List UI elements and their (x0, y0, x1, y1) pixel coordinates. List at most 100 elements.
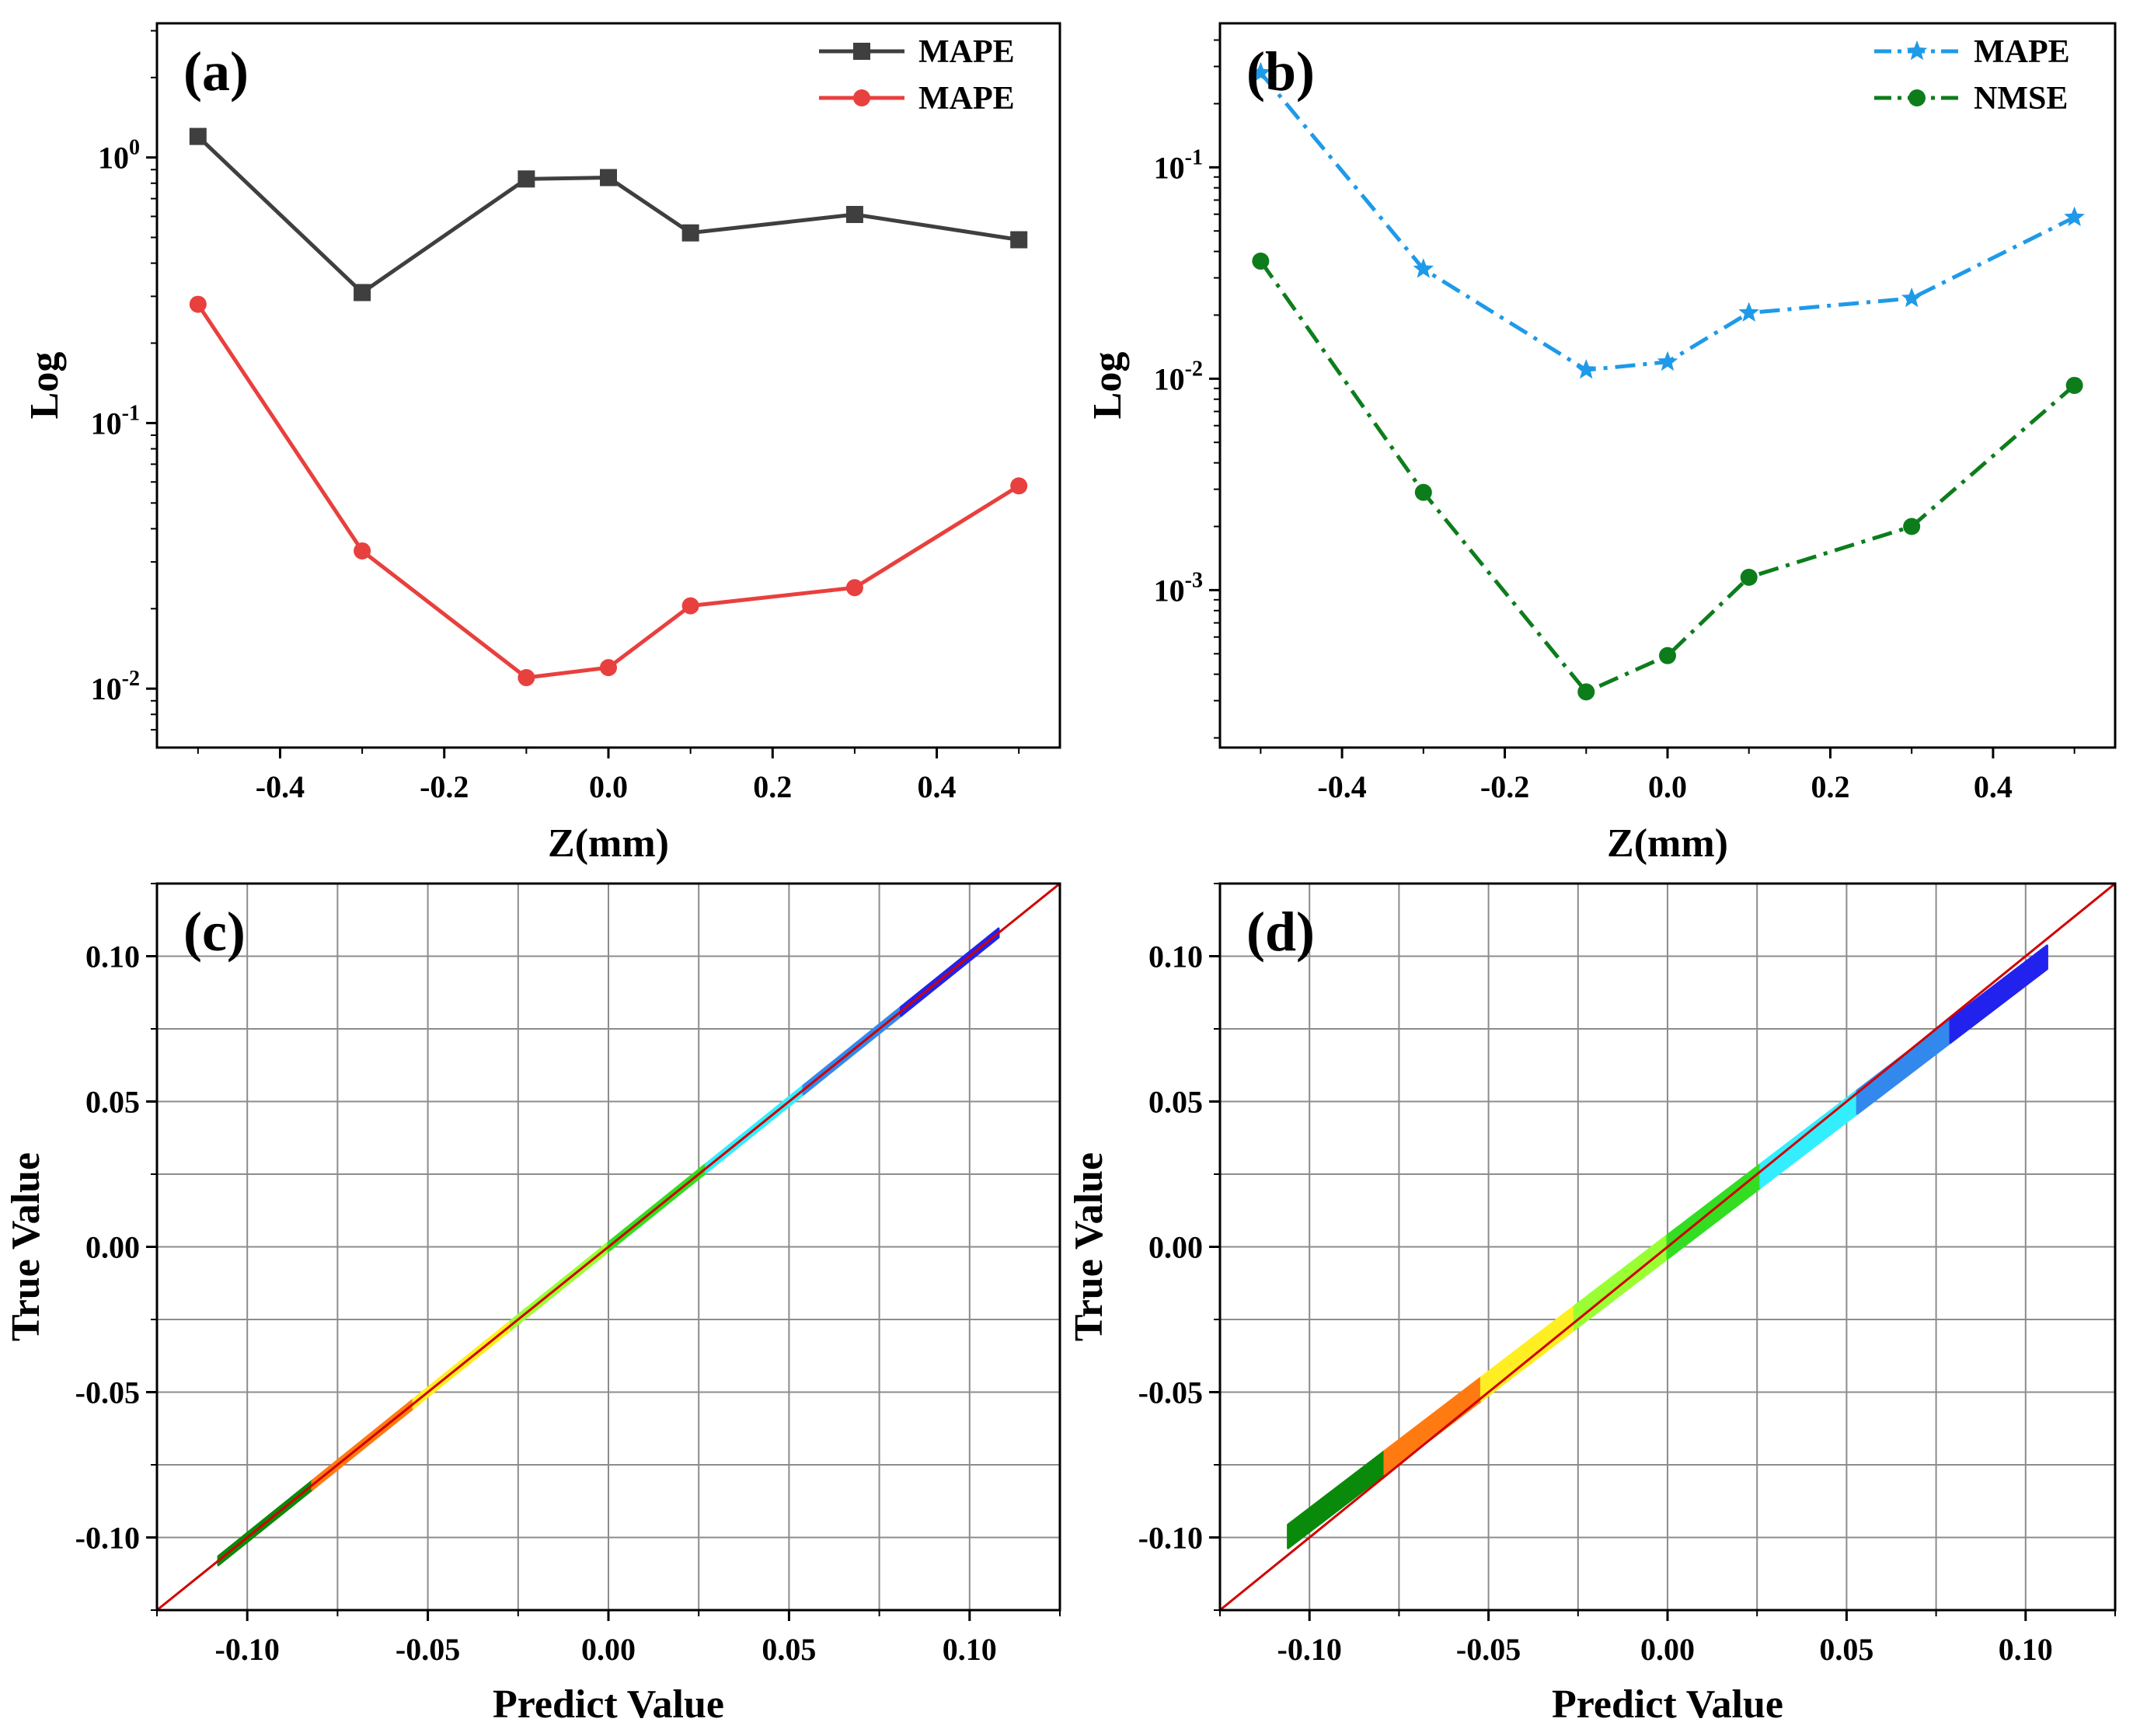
x-tick-label: -0.05 (396, 1632, 460, 1667)
legend-label: MAPE (918, 34, 1015, 70)
x-tick-label: -0.10 (1277, 1632, 1342, 1667)
x-tick-label: 0.05 (1819, 1632, 1873, 1667)
x-tick-label: 0.10 (1999, 1632, 2053, 1667)
data-point (2065, 376, 2083, 394)
legend-label: NMSE (1974, 81, 2068, 117)
scatter-band-4 (1666, 1163, 1762, 1260)
data-point (1903, 518, 1921, 535)
y-tick-label: 0.00 (1148, 1230, 1203, 1265)
plot-frame (1218, 22, 2117, 749)
data-point (189, 127, 207, 145)
x-tick-label: -0.4 (256, 769, 305, 804)
y-axis-title: True Value (4, 1152, 48, 1341)
data-point (845, 579, 863, 597)
y-tick-label: 10-2 (1154, 357, 1203, 396)
y-tick-label: 10-3 (1154, 568, 1203, 608)
x-tick-label: 0.05 (762, 1632, 816, 1667)
data-point (1577, 683, 1595, 701)
data-point (518, 170, 535, 188)
scatter-band-0 (1287, 1449, 1386, 1550)
legend-marker (1906, 40, 1928, 61)
y-tick-label: 0.10 (85, 939, 140, 974)
x-tick-label: -0.2 (420, 769, 469, 804)
x-tick-label: -0.4 (1317, 769, 1366, 804)
y-tick-label: 0.05 (1148, 1085, 1203, 1120)
x-tick-label: -0.05 (1456, 1632, 1521, 1667)
x-tick-label: 0.00 (1640, 1632, 1695, 1667)
data-point (681, 224, 699, 242)
x-tick-label: 0.10 (943, 1632, 997, 1667)
y-tick-label: 10-1 (1154, 145, 1203, 185)
reference-line (156, 882, 1061, 1612)
x-tick-label: 0.0 (589, 769, 628, 804)
data-point (1740, 568, 1758, 586)
legend-marker (853, 43, 870, 60)
data-point (1576, 359, 1597, 379)
y-tick-label: -0.10 (75, 1521, 140, 1556)
series-line-a-1 (196, 303, 1020, 680)
scatter-band-7 (1949, 944, 2048, 1044)
series-line-b-1 (1259, 260, 2076, 695)
panel-label: (d) (1246, 901, 1315, 963)
x-tick-label: -0.10 (215, 1632, 280, 1667)
legend-marker (853, 89, 870, 106)
panel-b: -0.4 -0.2 0.0 0.2 0.4 10-1 10-2 10-3 Z(mm) Log (b)… (1086, 22, 2117, 866)
data-point (189, 295, 207, 313)
plot-frame (155, 22, 1061, 749)
panel-label: (c) (183, 901, 246, 963)
data-point (1010, 477, 1028, 495)
data-point (1250, 61, 1271, 82)
y-tick-label: 0.05 (85, 1085, 140, 1120)
data-point (845, 206, 863, 224)
x-axis-title: Z(mm) (1607, 821, 1728, 866)
x-tick-label: 0.4 (918, 769, 957, 804)
y-tick-label: -0.05 (1138, 1375, 1203, 1410)
panel-d: -0.10 -0.05 0.00 0.05 0.10 -0.10 -0.05 0.00 0.05… (1067, 882, 2117, 1727)
scatter-band-3 (1573, 1234, 1669, 1331)
data-point (2064, 206, 2085, 226)
y-tick-label: 0.00 (85, 1230, 140, 1265)
y-axis-title: Log (23, 352, 67, 420)
data-point (1738, 302, 1759, 322)
x-axis-title: Predict Value (493, 1682, 724, 1727)
panel-label: (a) (183, 40, 249, 103)
data-point (354, 542, 371, 559)
reference-line (1219, 882, 2116, 1612)
series-line-b-0 (1259, 71, 2075, 372)
y-tick-label: 100 (98, 136, 140, 176)
data-point (1252, 253, 1270, 270)
y-axis-title: Log (1086, 352, 1130, 420)
x-tick-label: -0.2 (1480, 769, 1529, 804)
x-tick-label: 0.4 (1974, 769, 2013, 804)
y-tick-label: -0.10 (1138, 1521, 1203, 1556)
y-tick-label: 10-2 (91, 667, 140, 706)
legend-marker (1908, 89, 1926, 106)
series-line-a-0 (197, 134, 1019, 295)
panel-a: -0.4 -0.2 0.0 0.2 0.4 100 10-1 10-2 Z(mm) Log (a) M… (23, 22, 1061, 866)
y-tick-label: 10-1 (91, 401, 140, 441)
data-point (600, 169, 617, 186)
y-tick-label: 0.10 (1148, 939, 1203, 974)
panel-c: -0.10 -0.05 0.00 0.05 0.10 -0.10 -0.05 0.00 0.05… (4, 882, 1061, 1727)
x-tick-label: 0.0 (1648, 769, 1687, 804)
x-tick-label: 0.2 (1811, 769, 1849, 804)
legend-label: MAPE (1974, 34, 2070, 70)
data-point (600, 659, 617, 677)
y-tick-label: -0.05 (75, 1375, 140, 1410)
data-point (1414, 483, 1432, 501)
x-tick-label: 0.00 (581, 1632, 636, 1667)
data-point (1901, 287, 1922, 308)
x-axis-title: Z(mm) (548, 821, 669, 866)
x-axis-title: Predict Value (1552, 1682, 1783, 1727)
data-point (681, 597, 699, 615)
data-point (518, 669, 535, 687)
data-point (1413, 258, 1434, 278)
panel-label: (b) (1246, 40, 1315, 103)
data-point (1010, 231, 1028, 249)
legend-label: MAPE (918, 81, 1015, 117)
y-axis-title: True Value (1067, 1152, 1111, 1341)
x-tick-label: 0.2 (753, 769, 792, 804)
data-point (354, 284, 371, 302)
data-point (1657, 350, 1678, 371)
